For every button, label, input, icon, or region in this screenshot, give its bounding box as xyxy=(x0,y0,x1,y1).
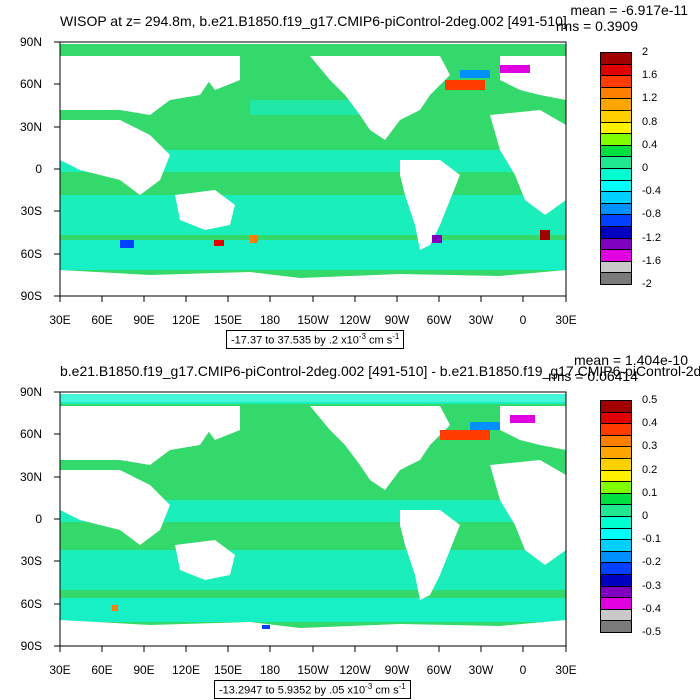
colorbar-label: -0.5 xyxy=(642,626,661,638)
lat-label: 60S xyxy=(20,247,42,261)
contour-range-label: -13.2947 to 5.9352 by .05 x10-3 cm s-1 xyxy=(214,680,411,699)
lat-label: 90S xyxy=(20,289,42,303)
lon-label: 120W xyxy=(339,663,371,677)
lon-label: 150W xyxy=(297,313,329,327)
lon-label: 0 xyxy=(519,663,527,677)
colorbar-label: -0.3 xyxy=(642,579,661,592)
lon-label: 30E xyxy=(555,313,577,327)
colorbar-label: -0.1 xyxy=(642,533,661,546)
lat-label: 90S xyxy=(20,639,42,653)
map-plot xyxy=(54,391,567,652)
mean-stat: mean = 1.404e-10 xyxy=(573,352,688,368)
colorbar-label: -0.2 xyxy=(642,556,661,569)
colorbar-label: 0.4 xyxy=(642,417,658,430)
panel-title: b.e21.B1850.f19_g17.CMIP6-piControl-2deg… xyxy=(60,363,700,379)
lat-label: 60N xyxy=(19,427,42,441)
colorbar-label: 0.8 xyxy=(642,115,658,128)
lon-label: 30E xyxy=(49,663,71,677)
lat-label: 60S xyxy=(20,597,42,611)
lon-label: 180 xyxy=(259,663,281,677)
colorbar-label: 0 xyxy=(642,162,649,174)
lon-label: 90E xyxy=(133,313,155,327)
lon-label: 120E xyxy=(171,663,201,677)
lon-label: 60W xyxy=(426,663,452,677)
lon-label: 60W xyxy=(426,313,452,327)
colorbar-label: -0.4 xyxy=(642,602,661,615)
lat-label: 30S xyxy=(20,554,42,568)
colorbar-label: 0 xyxy=(642,510,649,522)
colorbar-label: 0.2 xyxy=(642,463,658,476)
lon-label: 90E xyxy=(133,663,155,677)
top-panel: WISOP at z= 294.8m, b.e21.B1850.f19_g17.… xyxy=(19,2,688,349)
lon-label: 30W xyxy=(468,313,494,327)
colorbar-label: -0.4 xyxy=(642,185,661,198)
colorbar-label: 2 xyxy=(642,46,649,58)
lat-label: 90N xyxy=(19,35,42,49)
lat-label: 60N xyxy=(19,77,42,91)
map-plot xyxy=(54,41,567,302)
lat-label: 0 xyxy=(35,162,42,176)
lat-label: 30S xyxy=(20,204,42,218)
colorbar-label: -1.6 xyxy=(642,254,661,267)
colorbar-label: 0.5 xyxy=(642,394,658,406)
colorbar-swatch xyxy=(600,620,632,633)
lon-label: 150W xyxy=(297,663,329,677)
lat-label: 90N xyxy=(19,385,42,399)
panel-title: WISOP at z= 294.8m, b.e21.B1850.f19_g17.… xyxy=(60,13,567,29)
lon-label: 0 xyxy=(519,313,527,327)
lat-label: 0 xyxy=(35,512,42,526)
lon-label: 60E xyxy=(91,663,113,677)
lon-label: 180 xyxy=(259,313,281,327)
lon-label: 90W xyxy=(384,313,410,327)
rms-stat: rms = 0.3909 xyxy=(555,18,638,34)
colorbar-label: 0.4 xyxy=(642,138,658,151)
lon-label: 30E xyxy=(555,663,577,677)
lon-label: 120E xyxy=(171,313,201,327)
colorbar-label: -0.8 xyxy=(642,208,661,221)
lon-label: 150E xyxy=(213,313,243,327)
colorbar-label: -1.2 xyxy=(642,231,661,244)
colorbar-label: -2 xyxy=(642,278,652,290)
bottom-panel: b.e21.B1850.f19_g17.CMIP6-piControl-2deg… xyxy=(0,350,700,700)
lat-label: 30N xyxy=(19,120,42,134)
lon-label: 60E xyxy=(91,313,113,327)
lon-label: 90W xyxy=(384,663,410,677)
colorbar-label: 1.2 xyxy=(642,92,658,105)
lon-label: 30E xyxy=(49,313,71,327)
colorbar-label: 0.1 xyxy=(642,486,658,499)
lon-label: 150E xyxy=(213,663,243,677)
contour-range-label: -17.37 to 37.535 by .2 x10-3 cm s-1 xyxy=(226,330,405,349)
colorbar-label: 1.6 xyxy=(642,69,658,82)
rms-stat: rms = 0.06414 xyxy=(548,368,638,384)
colorbar-swatch xyxy=(600,272,632,285)
colorbar-label: 0.3 xyxy=(642,440,658,453)
lon-label: 30W xyxy=(468,663,494,677)
mean-stat: mean = -6.917e-11 xyxy=(570,2,688,18)
lon-label: 120W xyxy=(339,313,371,327)
lat-label: 30N xyxy=(19,470,42,484)
